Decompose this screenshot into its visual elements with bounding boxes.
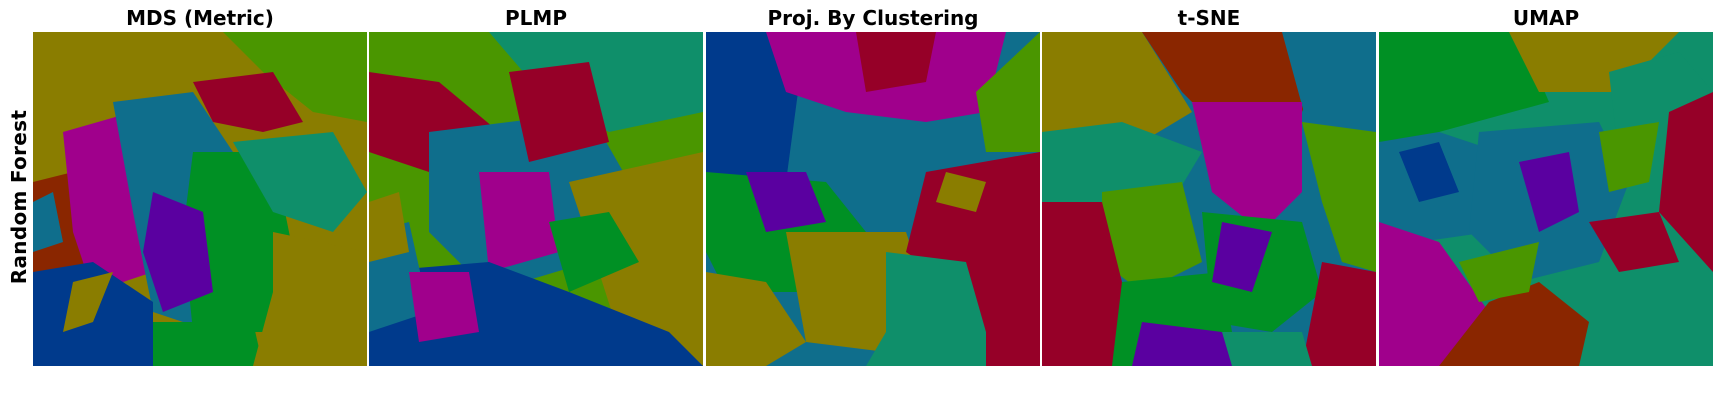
panel-tsne: t-SNE xyxy=(1042,0,1376,366)
panel-mds: MDS (Metric) xyxy=(33,0,367,366)
row-label-text: Random Forest xyxy=(7,109,32,285)
panel-title: t-SNE xyxy=(1177,6,1241,30)
panel-title: UMAP xyxy=(1512,6,1580,30)
decision-map-plmp xyxy=(369,32,703,366)
row-label: Random Forest xyxy=(6,32,32,362)
panel-plmp: PLMP xyxy=(369,0,703,366)
decision-map-mds xyxy=(33,32,367,366)
panel-title: Proj. By Clustering xyxy=(767,6,979,30)
panel-title: MDS (Metric) xyxy=(126,6,274,30)
panel-title: PLMP xyxy=(505,6,567,30)
decision-map-umap xyxy=(1379,32,1713,366)
panel-umap: UMAP xyxy=(1379,0,1713,366)
decision-map-tsne xyxy=(1042,32,1376,366)
decision-map-proj-by-clustering xyxy=(706,32,1040,366)
panel-proj-by-clustering: Proj. By Clustering xyxy=(706,0,1040,366)
